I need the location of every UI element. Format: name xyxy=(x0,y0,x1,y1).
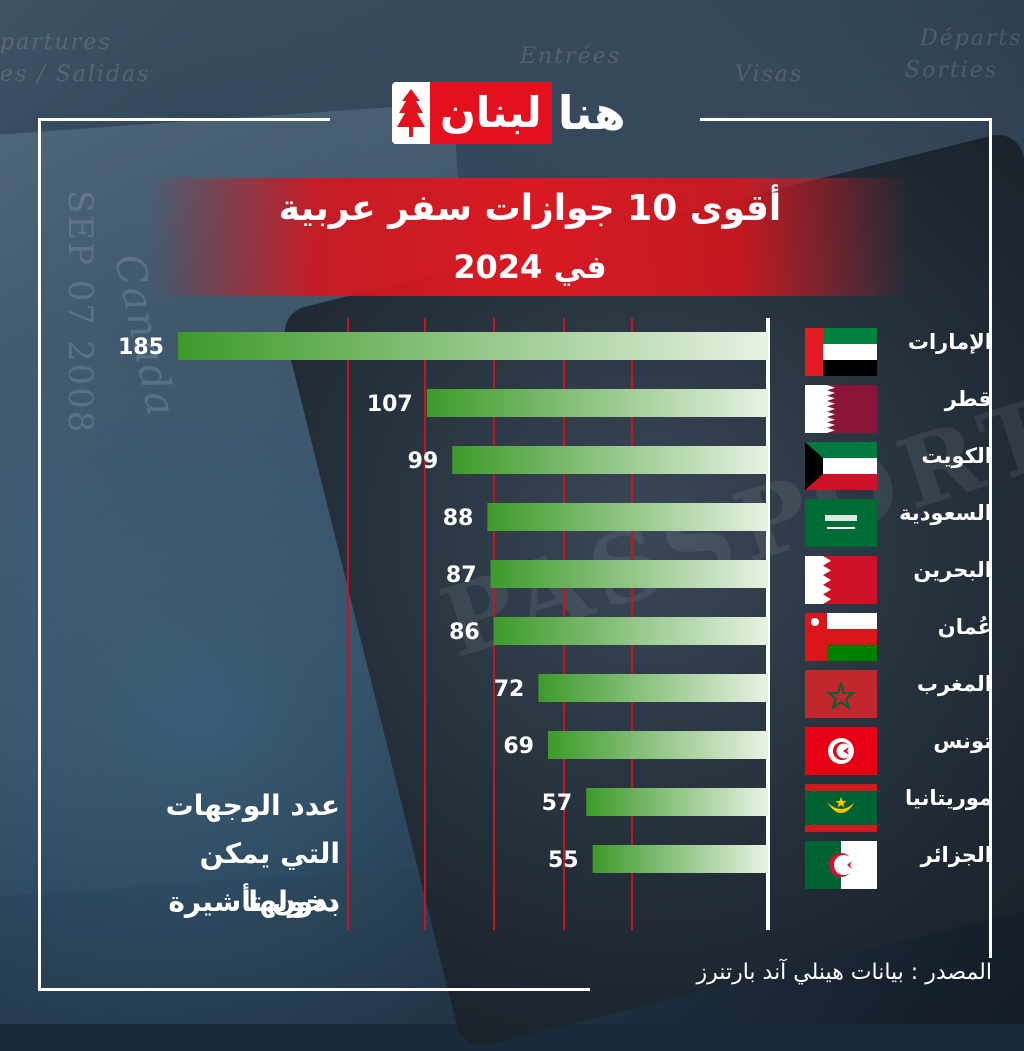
frame-bottom xyxy=(38,988,590,991)
bar-value-label: 87 xyxy=(446,563,477,588)
frame-top-right xyxy=(700,118,992,121)
logo-red-text: لبنان xyxy=(430,82,552,144)
country-label: تونس xyxy=(933,729,992,753)
bar xyxy=(452,446,768,474)
bg-stamp-text: Départs xyxy=(920,26,1023,51)
bar xyxy=(493,617,768,645)
logo: لبنان هنا xyxy=(392,78,640,148)
bar-chart: 185 107 99 88 87 86 72 69 57 55 xyxy=(118,318,770,930)
side-note-line: بدون تأشيرة xyxy=(168,885,340,918)
bar xyxy=(178,332,768,360)
frame-right xyxy=(989,118,992,958)
bg-stamp-text: es / Salidas xyxy=(0,62,151,87)
chart-subtitle: في 2024 xyxy=(453,248,607,286)
side-note-line: التي يمكن دخولها xyxy=(199,837,340,918)
bar-value-label: 99 xyxy=(408,449,439,474)
mauritania-flag-icon xyxy=(805,784,877,832)
title-band xyxy=(150,178,910,296)
cedar-icon xyxy=(392,82,430,144)
bar xyxy=(586,788,768,816)
bg-stamp-text: Entrées xyxy=(520,44,621,69)
bar xyxy=(592,845,768,873)
country-label: عُمان xyxy=(937,615,992,639)
country-label: البحرين xyxy=(913,558,992,582)
side-note-line: عدد الوجهات xyxy=(165,789,340,822)
country-label: الجزائر xyxy=(920,843,992,867)
oman-flag-icon xyxy=(805,613,877,661)
bar xyxy=(547,731,768,759)
country-label: موريتانيا xyxy=(905,786,992,810)
country-label: الكويت xyxy=(921,444,992,468)
bar-value-label: 185 xyxy=(118,335,164,360)
saudi-flag-icon xyxy=(805,499,877,547)
source-value: بيانات هينلي آند بارتنرز xyxy=(696,960,904,985)
bar-value-label: 72 xyxy=(494,677,525,702)
uae-flag-icon xyxy=(805,328,877,376)
logo-white-text: هنا xyxy=(557,86,626,140)
frame-left xyxy=(38,118,41,990)
bar xyxy=(538,674,768,702)
country-label: قطر xyxy=(944,387,992,411)
bg-stamp-text: partures xyxy=(0,30,112,55)
country-label: المغرب xyxy=(916,672,992,696)
algeria-flag-icon xyxy=(805,841,877,889)
bg-stamp-text: Visas xyxy=(735,62,804,87)
bar-value-label: 69 xyxy=(503,734,534,759)
chart-title: أقوى 10 جوازات سفر عربية xyxy=(278,188,782,229)
bar-value-label: 55 xyxy=(548,848,579,873)
kuwait-flag-icon xyxy=(805,442,877,490)
bar-value-label: 57 xyxy=(542,791,573,816)
bar-value-label: 86 xyxy=(449,620,480,645)
tunisia-flag-icon xyxy=(805,727,877,775)
bar xyxy=(426,389,768,417)
bahrain-flag-icon xyxy=(805,556,877,604)
bar xyxy=(487,503,768,531)
bar-value-label: 107 xyxy=(367,392,413,417)
country-label: السعودية xyxy=(899,501,992,525)
qatar-flag-icon xyxy=(805,385,877,433)
bar-value-label: 88 xyxy=(443,506,474,531)
frame-top-left xyxy=(38,118,330,121)
source-note: المصدر : بيانات هينلي آند بارتنرز xyxy=(560,960,992,985)
bg-stamp-text: Sorties xyxy=(905,58,999,83)
morocco-flag-icon xyxy=(805,670,877,718)
bar xyxy=(490,560,768,588)
source-label: المصدر : xyxy=(910,960,992,985)
country-label: الإمارات xyxy=(907,330,992,354)
